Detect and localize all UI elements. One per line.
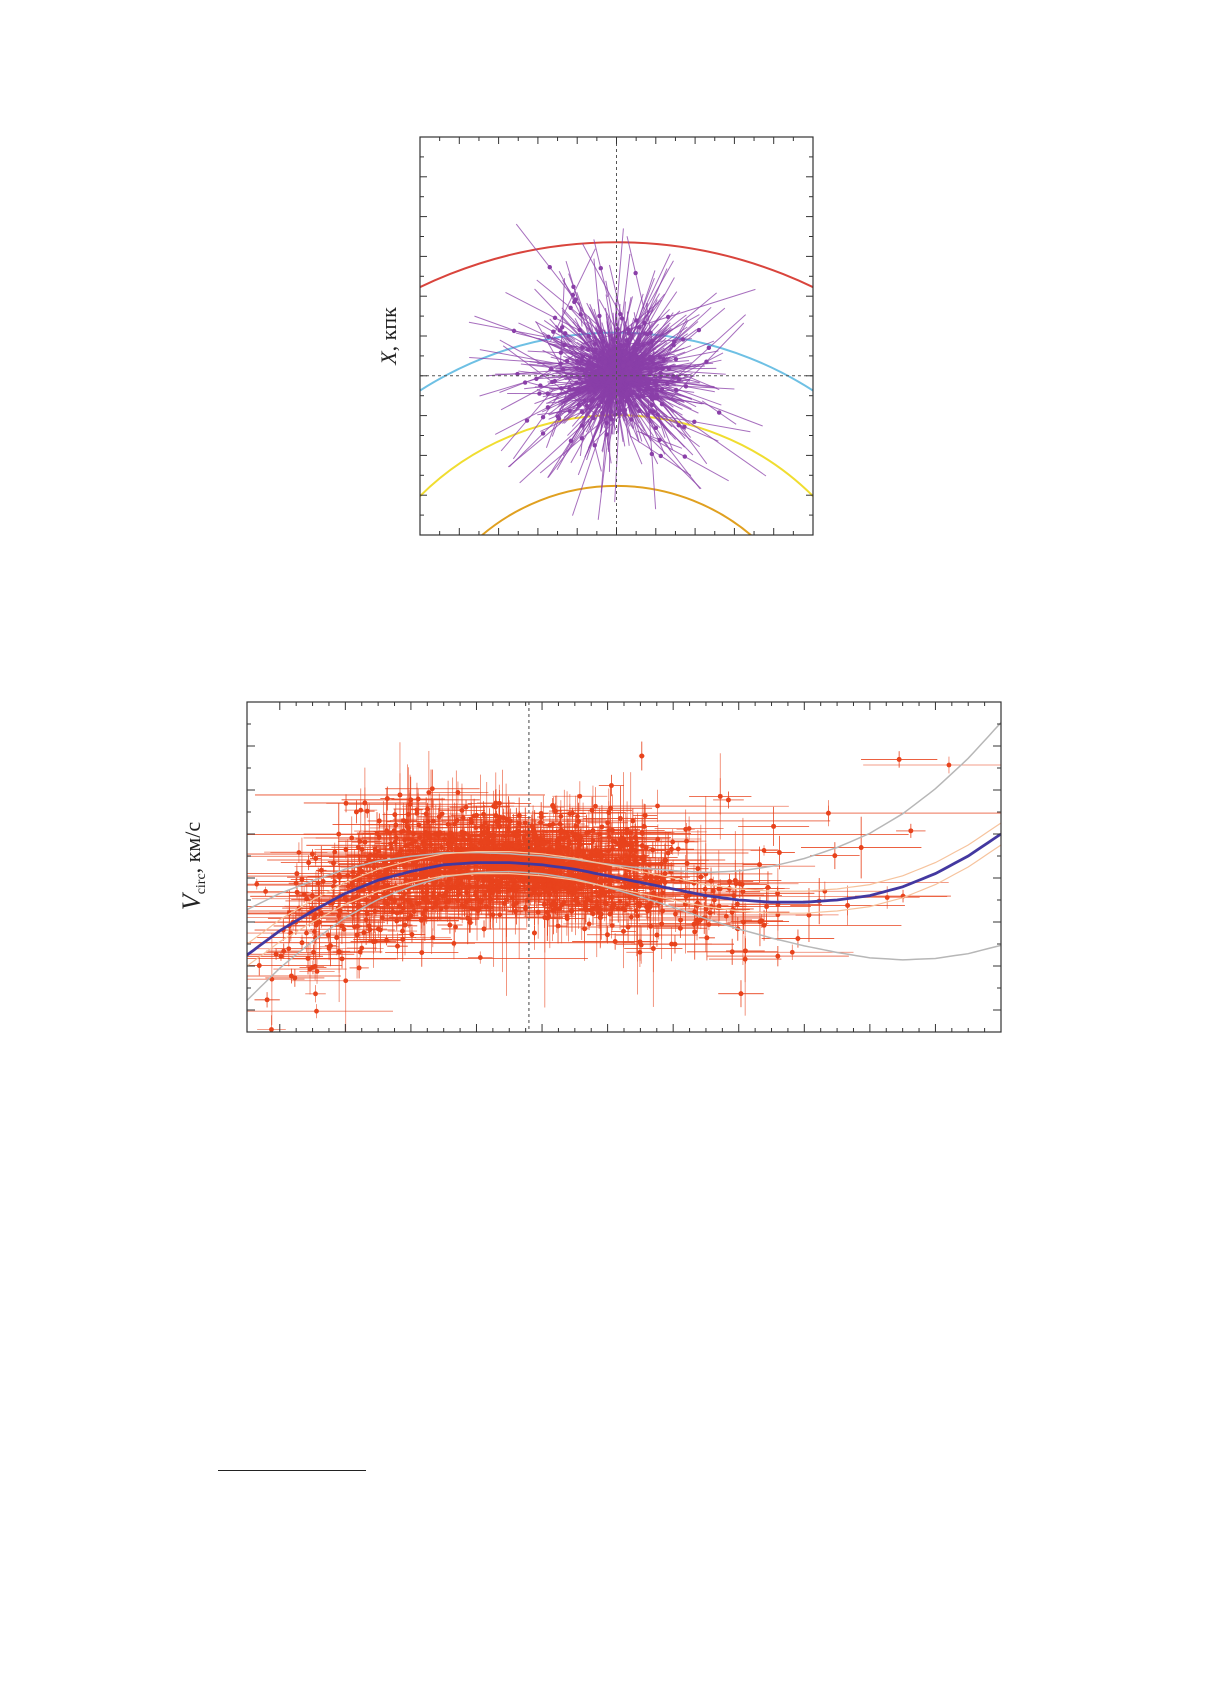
y-axis-unit: , кпк bbox=[376, 307, 401, 351]
velocity-point bbox=[313, 991, 318, 997]
star-position bbox=[649, 355, 655, 360]
velocity-point bbox=[343, 978, 349, 984]
star-position bbox=[706, 345, 712, 351]
star-position bbox=[579, 436, 585, 441]
star-position bbox=[629, 417, 634, 422]
star-position bbox=[680, 337, 686, 342]
star-position bbox=[555, 414, 561, 419]
velocity-vector-field-chart: X, кпк bbox=[376, 136, 814, 536]
star-position bbox=[522, 380, 528, 385]
star-position bbox=[588, 355, 593, 360]
star-position bbox=[584, 403, 590, 408]
star-position bbox=[605, 369, 610, 375]
star-position bbox=[649, 338, 655, 344]
star-position bbox=[540, 431, 546, 436]
star-position bbox=[608, 409, 614, 414]
star-position bbox=[682, 454, 688, 459]
star-position bbox=[559, 325, 565, 330]
star-position bbox=[649, 451, 655, 457]
star-position bbox=[658, 453, 663, 459]
star-position bbox=[573, 297, 578, 302]
velocity-point bbox=[477, 955, 483, 960]
star-position bbox=[692, 419, 697, 424]
star-position bbox=[651, 409, 656, 414]
star-position bbox=[665, 314, 671, 320]
star-position bbox=[570, 292, 576, 298]
star-position bbox=[524, 418, 530, 423]
star-position bbox=[716, 410, 722, 415]
velocity-point bbox=[254, 881, 260, 887]
star-position bbox=[608, 351, 613, 356]
y-axis-symbol: X bbox=[376, 350, 401, 366]
star-position bbox=[538, 383, 543, 388]
star-position bbox=[673, 356, 679, 362]
star-position bbox=[648, 330, 653, 336]
star-position bbox=[649, 397, 655, 402]
star-position bbox=[649, 389, 655, 394]
rotation-curve-chart: Vcirc, км/с bbox=[177, 701, 1002, 1033]
star-position bbox=[622, 342, 627, 348]
velocity-measurements bbox=[247, 741, 1001, 1032]
star-position bbox=[598, 266, 603, 271]
star-position bbox=[579, 409, 585, 415]
star-position bbox=[673, 387, 679, 393]
star-position bbox=[620, 363, 626, 369]
star-position bbox=[571, 386, 576, 392]
star-position bbox=[626, 377, 631, 382]
star-position bbox=[537, 391, 542, 396]
star-position bbox=[602, 360, 608, 365]
velocity-point bbox=[577, 793, 583, 799]
star-position bbox=[696, 327, 702, 333]
star-position bbox=[591, 350, 597, 355]
star-position bbox=[659, 401, 665, 407]
star-position bbox=[588, 386, 594, 391]
velocity-point bbox=[416, 822, 422, 828]
star-position bbox=[540, 414, 546, 420]
star-position bbox=[576, 402, 582, 407]
star-position bbox=[568, 305, 573, 310]
star-position bbox=[614, 336, 619, 341]
star-position bbox=[622, 349, 628, 355]
star-position bbox=[653, 425, 659, 431]
star-position bbox=[597, 313, 602, 319]
star-position bbox=[552, 315, 558, 321]
star-position bbox=[582, 371, 588, 376]
velocity-point bbox=[269, 1027, 274, 1032]
star-position bbox=[546, 334, 551, 340]
star-velocity-vectors bbox=[468, 223, 767, 520]
star-position bbox=[636, 325, 642, 330]
axis-ticks bbox=[419, 136, 814, 536]
star-position bbox=[592, 443, 597, 448]
velocity-point bbox=[263, 889, 269, 894]
velocity-point bbox=[314, 1008, 319, 1014]
star-position bbox=[577, 376, 582, 381]
star-position bbox=[567, 408, 572, 414]
y-axis-label: X, кпк bbox=[376, 307, 401, 366]
star-position bbox=[571, 284, 576, 290]
velocity-point bbox=[451, 941, 457, 946]
star-position bbox=[558, 350, 564, 355]
star-position bbox=[683, 384, 689, 389]
star-position bbox=[585, 366, 590, 371]
star-position bbox=[622, 412, 628, 417]
velocity-point bbox=[670, 839, 676, 845]
velocity-point bbox=[683, 826, 689, 832]
star-position bbox=[634, 318, 639, 323]
star-position bbox=[626, 327, 631, 332]
velocity-point bbox=[341, 926, 347, 932]
velocity-point bbox=[314, 969, 320, 974]
star-position bbox=[619, 396, 624, 401]
star-position bbox=[547, 265, 552, 270]
reference-lines bbox=[420, 137, 813, 535]
star-position bbox=[548, 366, 554, 371]
star-position bbox=[574, 366, 580, 371]
star-position bbox=[598, 329, 604, 334]
spiral-arm-arc bbox=[420, 241, 813, 289]
star-position bbox=[633, 270, 638, 276]
star-position bbox=[682, 424, 687, 430]
star-position bbox=[626, 331, 631, 336]
star-position bbox=[568, 438, 574, 443]
